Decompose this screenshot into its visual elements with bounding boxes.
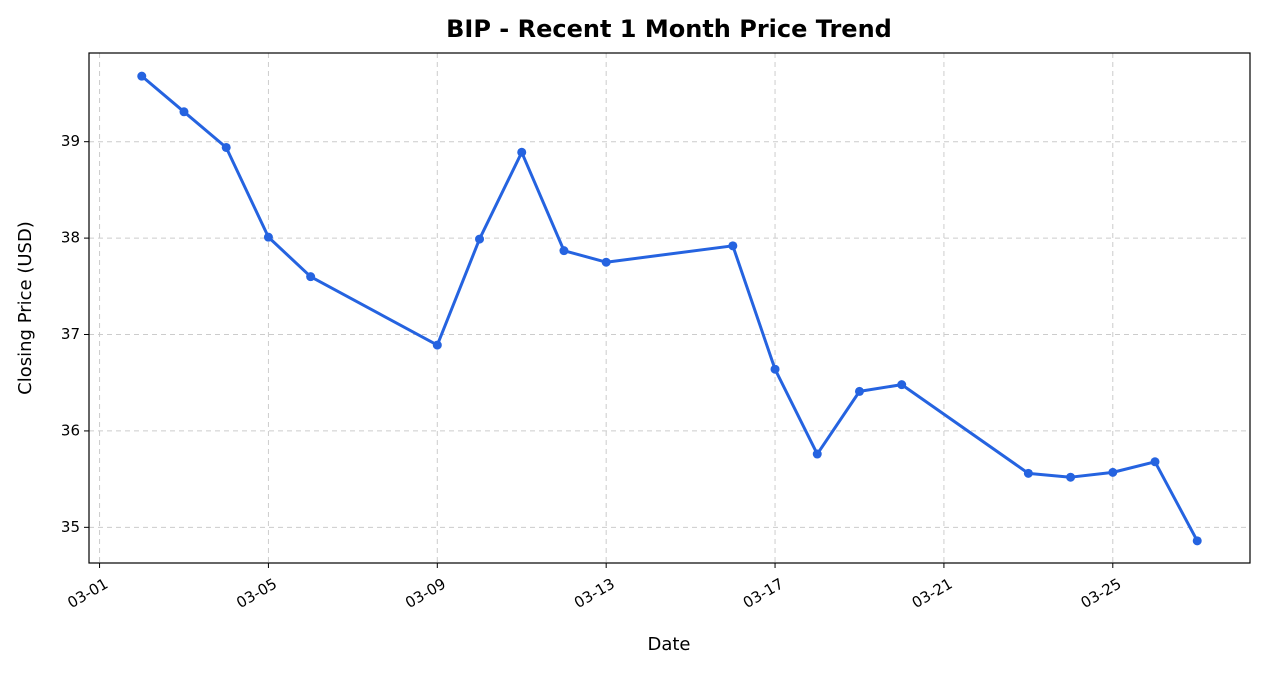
x-tick-label: 03-09 (402, 575, 449, 612)
price-point (475, 234, 485, 244)
price-point (728, 241, 738, 251)
price-point (263, 232, 273, 242)
price-point (517, 147, 527, 157)
y-tick-label: 39 (61, 132, 80, 150)
y-tick-label: 36 (61, 421, 80, 439)
price-point (179, 107, 189, 117)
price-line (140, 74, 1199, 542)
price-point (432, 340, 442, 350)
price-point (221, 142, 231, 152)
x-tick-label: 03-17 (740, 575, 787, 612)
x-tick-label: 03-01 (64, 575, 111, 612)
y-tick-label: 38 (61, 229, 80, 247)
y-axis-label: Closing Price (USD) (15, 221, 36, 395)
price-point (1066, 472, 1076, 482)
y-tick-label: 35 (61, 518, 80, 536)
price-point (770, 364, 780, 374)
x-tick-label: 03-13 (571, 575, 618, 612)
price-point (601, 257, 611, 267)
x-axis-label: Date (647, 634, 690, 655)
x-tick-label: 03-05 (233, 575, 280, 612)
price-point (137, 71, 147, 81)
x-tick-label: 03-21 (909, 575, 956, 612)
price-point (1108, 467, 1118, 477)
chart-title: BIP - Recent 1 Month Price Trend (446, 15, 892, 43)
price-point (1023, 468, 1033, 478)
x-tick-label: 03-25 (1078, 575, 1125, 612)
plot-frame (88, 52, 1251, 564)
price-point (306, 272, 316, 282)
price-point (1150, 457, 1160, 467)
price-point (1192, 536, 1202, 546)
price-point (812, 449, 822, 459)
y-tick-label: 37 (61, 325, 80, 343)
price-point (897, 380, 907, 390)
price-point (559, 246, 569, 256)
price-point (854, 386, 864, 396)
